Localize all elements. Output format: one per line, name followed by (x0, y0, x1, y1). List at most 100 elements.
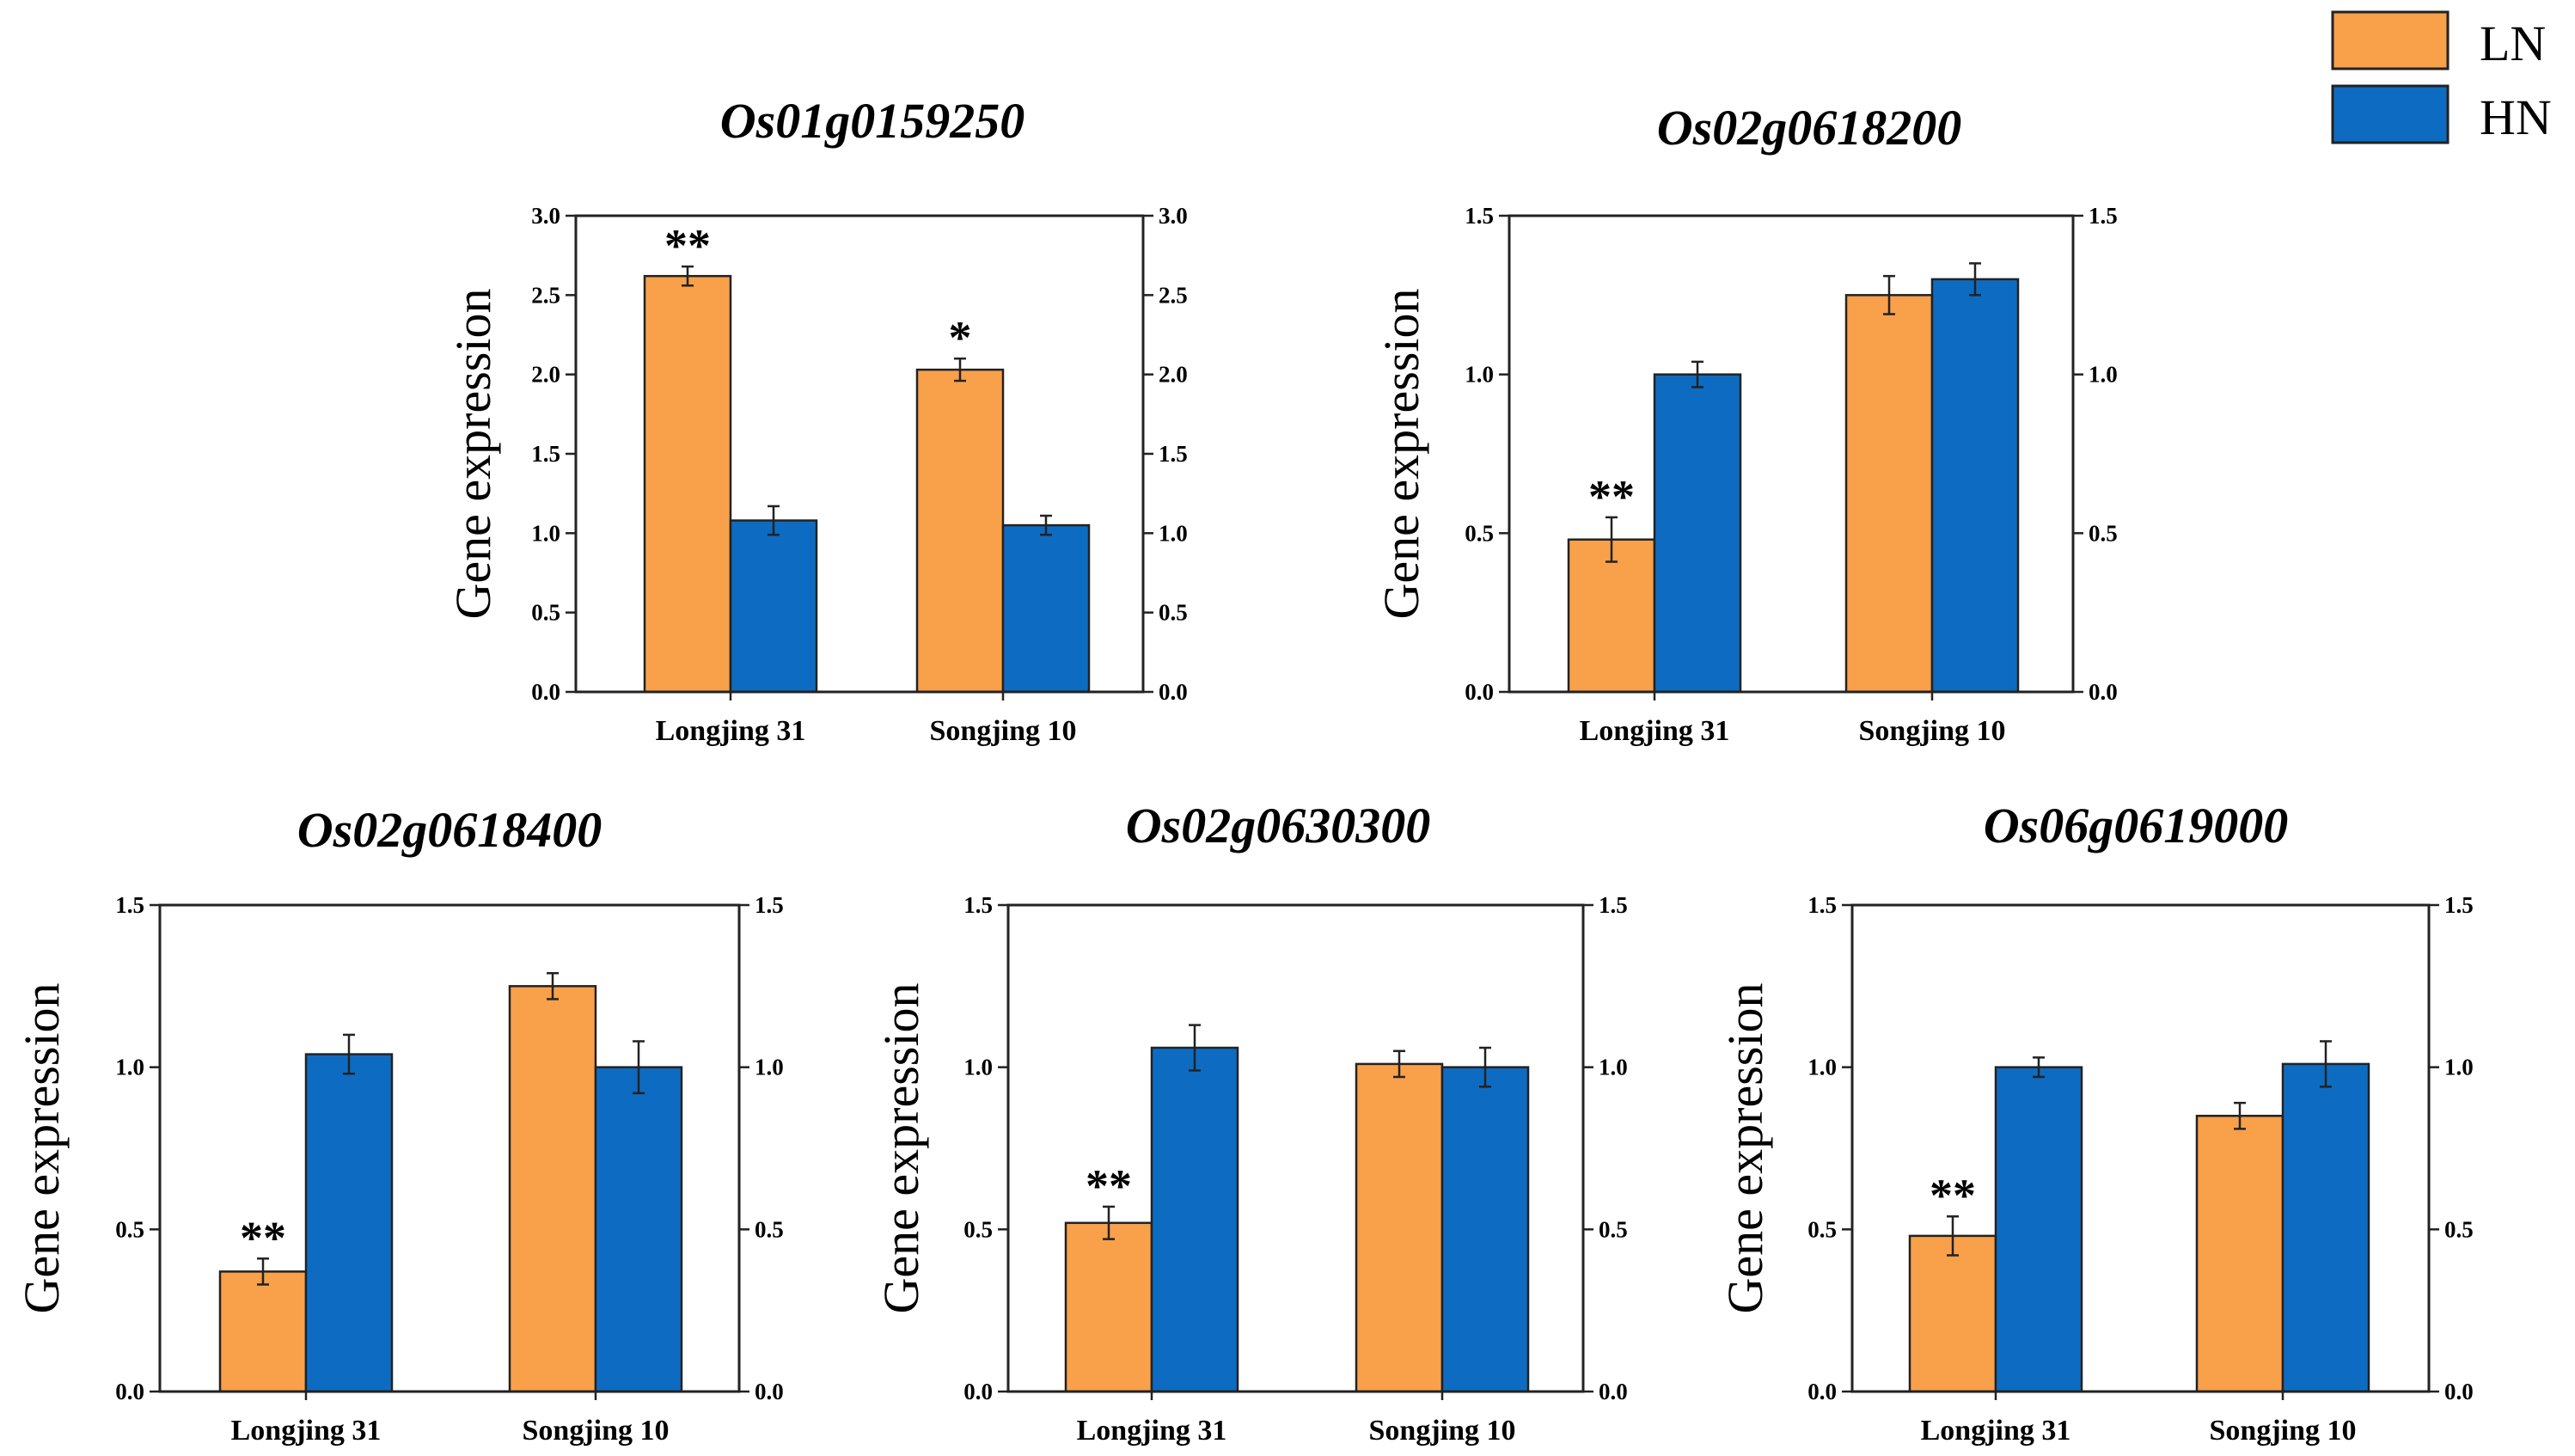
chart-os02g0618400: Os02g0618400 Gene expression Longjing 31 So… (14, 802, 784, 1447)
y-tick-label-left: 1.5 (1465, 203, 1494, 229)
y-tick-label-left: 0.0 (531, 679, 560, 705)
y-tick-label-left: 2.0 (531, 362, 560, 388)
error-bar-hn-longjing-31 (1691, 360, 1703, 388)
y-tick-label-right: 1.5 (2444, 892, 2474, 918)
error-bar-hn-longjing-31 (2033, 1056, 2045, 1079)
y-tick-label-left: 3.0 (531, 203, 560, 229)
y-axis-label: Gene expression (14, 983, 70, 1314)
y-axis-label: Gene expression (873, 983, 929, 1314)
error-bar-hn-longjing-31 (1189, 1024, 1201, 1072)
error-bar-ln-songjing-10 (1883, 274, 1895, 315)
axes-frame (158, 903, 741, 1393)
chart-title: Os02g0630300 (1126, 798, 1430, 853)
y-tick-label-right: 1.5 (2089, 203, 2118, 229)
y-tick-label-right: 0.5 (2089, 520, 2118, 546)
x-tick-label: Longjing 31 (1580, 715, 1730, 747)
bar-hn-songjing-10 (1440, 1066, 1530, 1393)
significance-marker: ** (1086, 1160, 1132, 1212)
error-bar-hn-songjing-10 (1040, 514, 1052, 536)
bar-ln-songjing-10 (508, 985, 597, 1393)
bar-hn-songjing-10 (594, 1066, 683, 1393)
chart-title: Os02g0618400 (297, 802, 602, 858)
error-bar-ln-songjing-10 (2234, 1101, 2246, 1130)
x-tick-label: Longjing 31 (1077, 1415, 1227, 1447)
significance-marker: ** (1588, 471, 1635, 523)
y-tick-label-right: 0.5 (1159, 600, 1188, 626)
y-tick-label-right: 0.0 (1599, 1379, 1628, 1404)
bar-ln-longjing-31 (643, 274, 732, 694)
y-tick-label-right: 1.5 (1159, 441, 1188, 467)
significance-marker: ** (1930, 1170, 1976, 1221)
y-tick-label-left: 0.5 (531, 600, 560, 626)
y-tick-label-right: 1.0 (2444, 1055, 2474, 1080)
y-tick-label-left: 1.0 (531, 520, 560, 546)
axes-frame (1850, 903, 2431, 1393)
y-tick-label-right: 2.0 (1159, 362, 1188, 388)
error-bar-hn-longjing-31 (768, 505, 780, 536)
axes-frame (1508, 214, 2075, 694)
x-tick-label: Longjing 31 (656, 715, 806, 747)
y-tick-label-right: 0.0 (755, 1379, 784, 1404)
error-bar-hn-songjing-10 (1479, 1046, 1491, 1088)
error-bar-hn-songjing-10 (1969, 262, 1981, 297)
legend-swatch-hn (2331, 84, 2450, 144)
y-tick-label-right: 0.5 (2444, 1216, 2474, 1242)
y-tick-label-right: 0.5 (1599, 1216, 1628, 1242)
error-bar-hn-songjing-10 (2320, 1040, 2332, 1088)
chart-title: Os01g0159250 (720, 93, 1024, 149)
bar-hn-songjing-10 (2281, 1062, 2370, 1393)
y-tick-label-right: 1.0 (755, 1055, 784, 1080)
y-tick-label-right: 1.0 (1599, 1055, 1628, 1080)
x-tick-label: Longjing 31 (1921, 1415, 2071, 1447)
chart-os01g0159250: Os01g0159250 Gene expression Longjing 31 So… (445, 93, 1188, 747)
y-tick-label-right: 0.0 (2089, 679, 2118, 705)
bar-hn-longjing-31 (1653, 373, 1742, 694)
bar-ln-songjing-10 (1844, 294, 1934, 694)
legend-label-hn: HN (2480, 89, 2552, 145)
x-tick-label: Songjing 10 (523, 1415, 670, 1447)
y-axis-label: Gene expression (445, 289, 501, 620)
x-tick-label: Songjing 10 (2210, 1415, 2357, 1447)
chart-title: Os02g0618200 (1657, 100, 1961, 156)
x-tick-label: Songjing 10 (1859, 715, 2006, 747)
error-bar-ln-songjing-10 (954, 357, 966, 382)
y-tick-label-left: 1.0 (115, 1055, 144, 1080)
y-tick-label-left: 2.5 (531, 282, 560, 308)
bar-hn-songjing-10 (1930, 278, 2020, 694)
y-tick-label-left: 0.5 (1807, 1216, 1837, 1242)
y-tick-label-left: 1.0 (1807, 1055, 1837, 1080)
y-tick-label-right: 1.5 (1599, 892, 1628, 918)
y-tick-label-left: 0.0 (963, 1379, 993, 1404)
y-tick-label-left: 0.0 (115, 1379, 144, 1404)
bar-hn-longjing-31 (1150, 1046, 1239, 1393)
y-tick-label-right: 1.5 (755, 892, 784, 918)
y-tick-label-left: 0.5 (115, 1216, 144, 1242)
legend-swatch-ln (2331, 10, 2450, 70)
chart-os02g0630300: Os02g0630300 Gene expression Longjing 31 So… (873, 798, 1628, 1447)
bar-hn-longjing-31 (1994, 1066, 2083, 1393)
bar-hn-songjing-10 (1001, 523, 1091, 694)
bar-hn-longjing-31 (729, 519, 818, 694)
legend-label-ln: LN (2480, 15, 2546, 71)
bar-hn-longjing-31 (304, 1053, 394, 1393)
y-tick-label-left: 0.5 (963, 1216, 993, 1242)
x-tick-label: Songjing 10 (930, 715, 1077, 747)
error-bar-hn-longjing-31 (343, 1033, 355, 1075)
significance-marker: ** (240, 1212, 286, 1263)
chart-os06g0619000: Os06g0619000 Gene expression Longjing 31 So… (1717, 798, 2474, 1447)
bar-ln-longjing-31 (218, 1270, 308, 1393)
y-tick-label-right: 0.5 (755, 1216, 784, 1242)
y-tick-label-left: 1.0 (963, 1055, 993, 1080)
y-tick-label-left: 1.5 (115, 892, 144, 918)
error-bar-hn-songjing-10 (633, 1040, 645, 1095)
legend: LN HN (2331, 10, 2552, 145)
y-tick-label-left: 1.5 (531, 441, 560, 467)
y-tick-label-left: 1.5 (1807, 892, 1837, 918)
error-bar-ln-longjing-31 (257, 1257, 269, 1286)
y-tick-label-right: 0.0 (1159, 679, 1188, 705)
y-axis-label: Gene expression (1373, 289, 1429, 620)
bar-ln-songjing-10 (2195, 1115, 2284, 1393)
error-bar-ln-longjing-31 (1606, 516, 1618, 563)
axes-frame (1006, 903, 1585, 1393)
